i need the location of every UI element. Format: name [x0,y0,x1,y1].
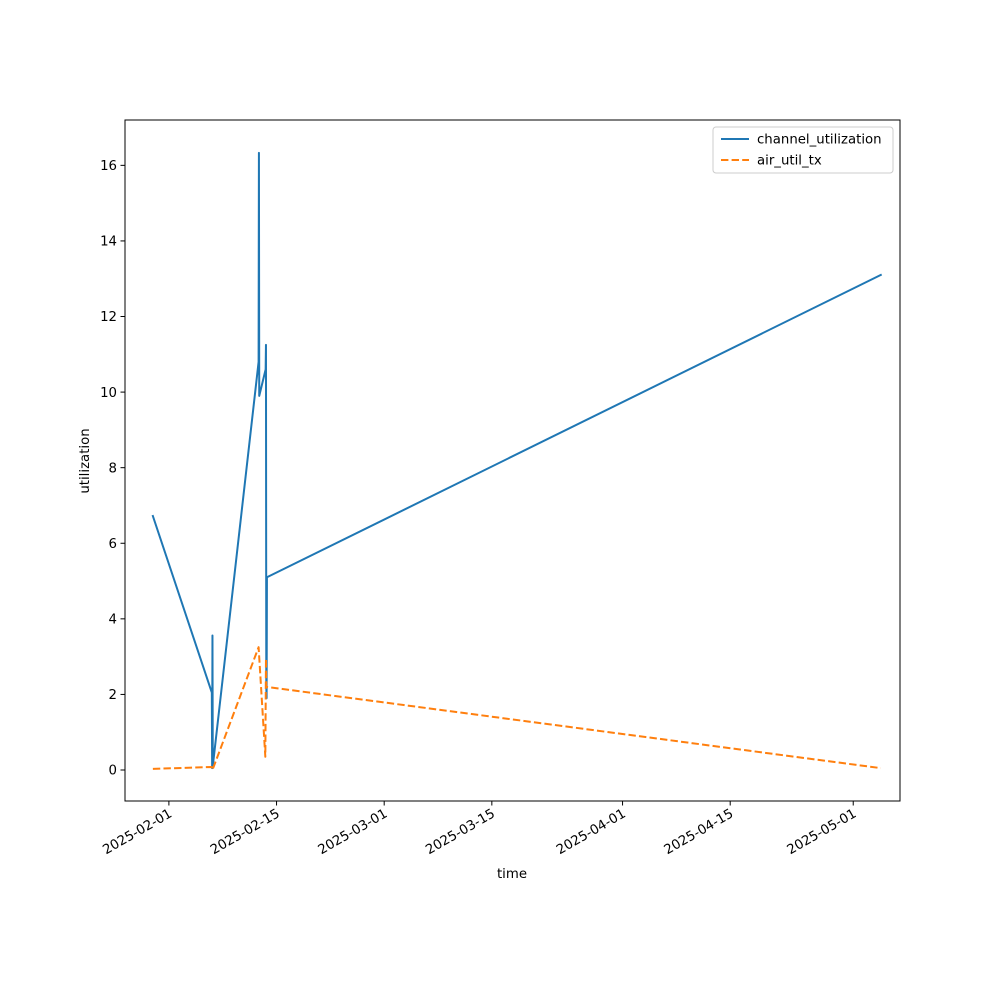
legend-label: channel_utilization [757,133,882,148]
y-tick-label: 4 [109,613,117,628]
y-tick-label: 12 [100,310,117,325]
series-line-air-util-tx [152,646,881,772]
y-tick-label: 16 [100,159,117,174]
y-tick-label: 14 [100,235,117,250]
plot-area [125,120,900,801]
x-axis-label: time [497,867,527,882]
legend-box [712,126,894,174]
legend: channel_utilization air_util_tx [712,126,894,174]
y-tick-label: 6 [109,537,117,552]
legend-label: air_util_tx [757,154,822,169]
plot-frame [124,119,901,802]
y-tick-label: 8 [109,461,117,476]
y-axis-label: utilization [78,428,93,493]
y-tick-label: 2 [109,688,117,703]
y-axis: 0 2 4 6 8 10 12 14 16 [100,159,125,779]
y-tick-label: 0 [109,764,117,779]
y-tick-label: 10 [100,386,117,401]
series-layer [151,151,883,772]
